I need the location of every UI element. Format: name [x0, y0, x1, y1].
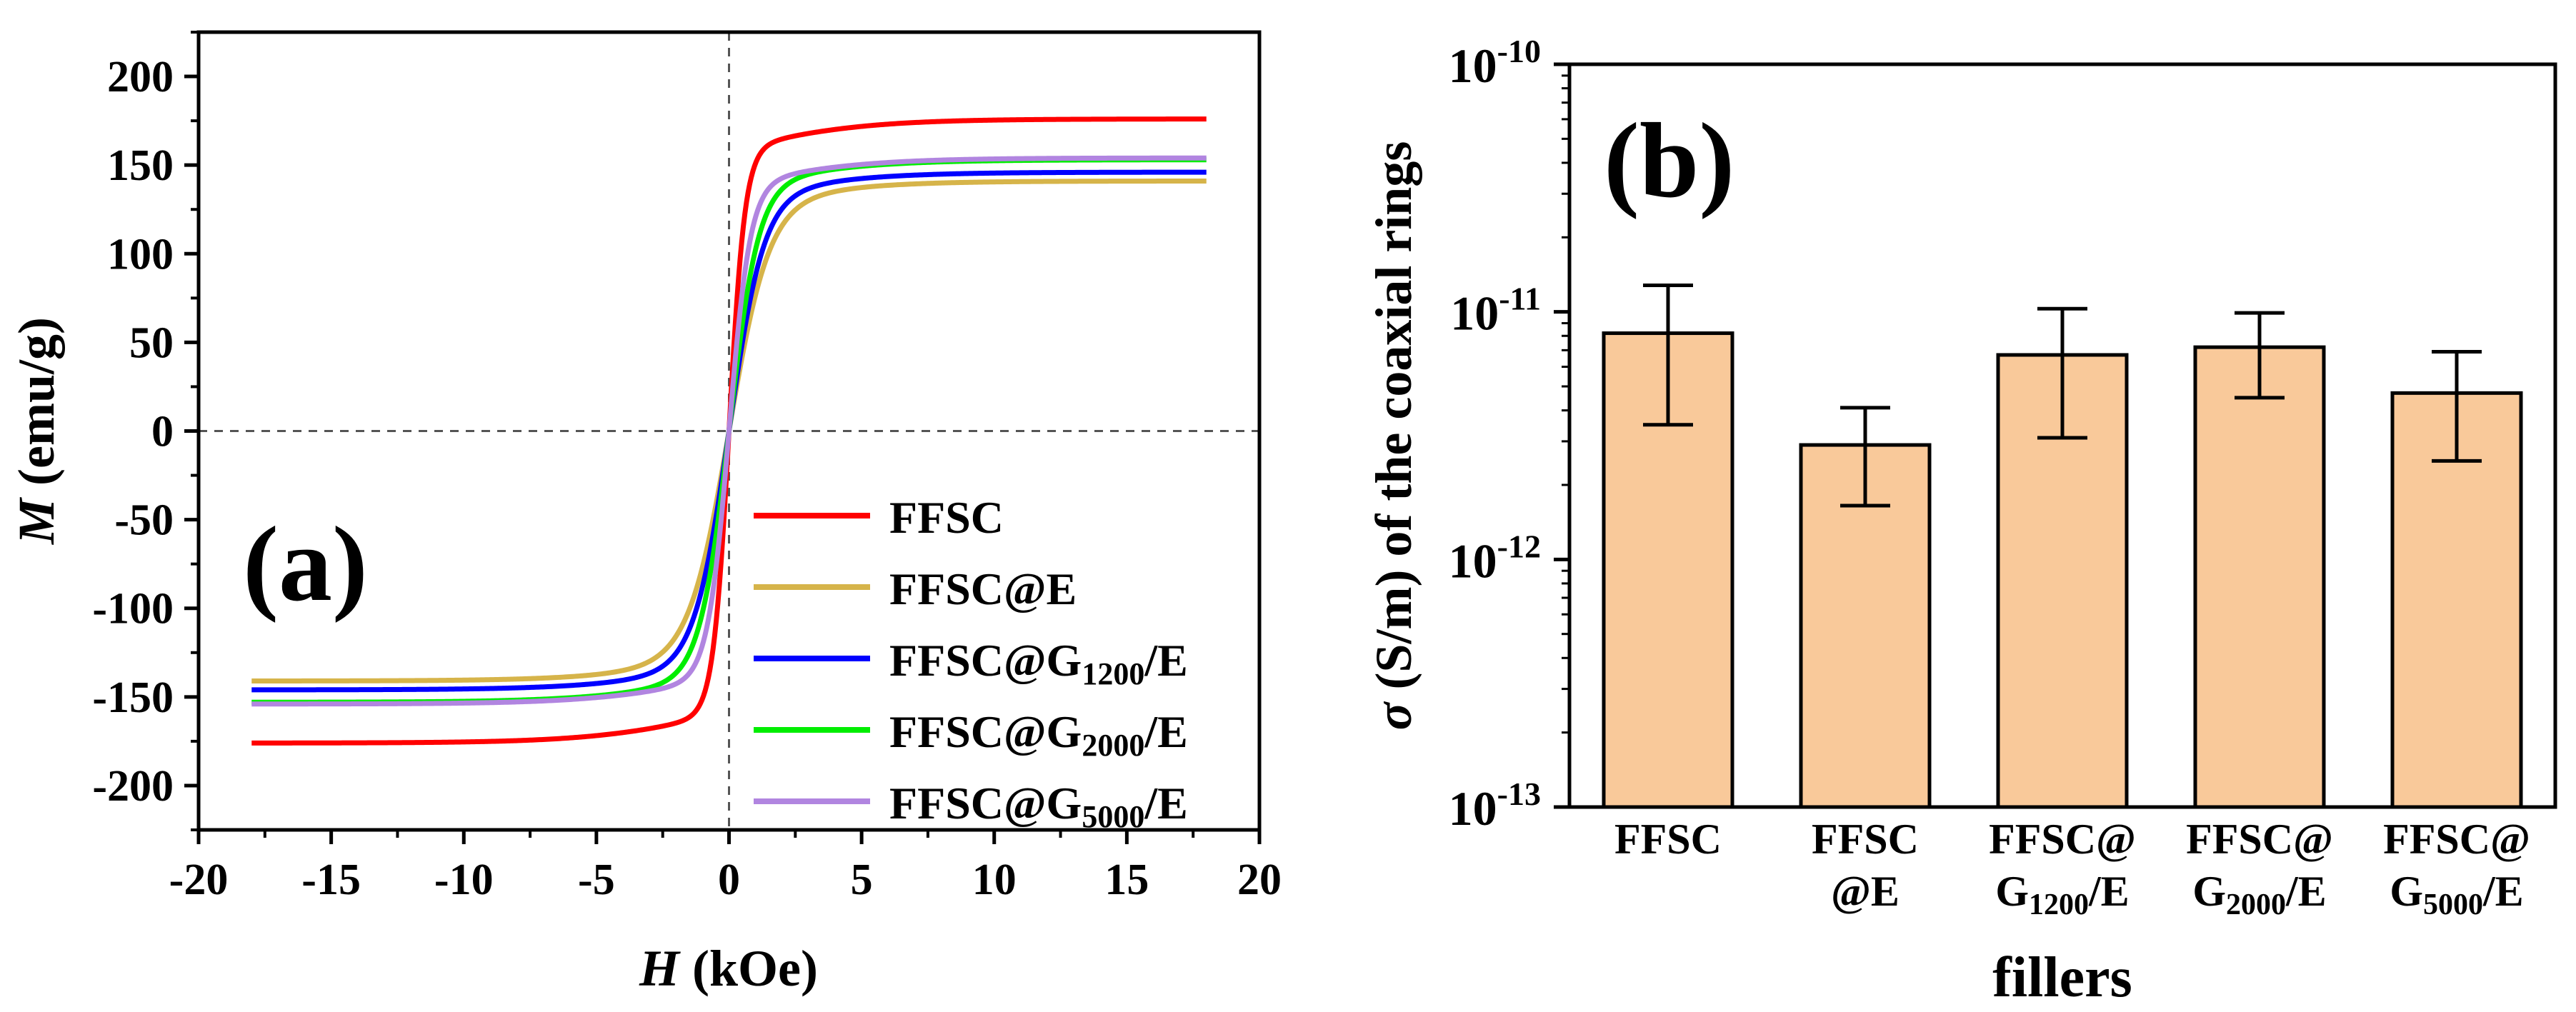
x-axis-label: H (kOe)	[639, 940, 818, 997]
legend-label-3: FFSC@G2000/E	[889, 706, 1188, 763]
y-axis-symbol: M	[8, 496, 65, 545]
magnetization-curves	[251, 116, 1207, 746]
y-tick-label: 150	[107, 141, 174, 190]
y-tick-label: 10-13	[1449, 776, 1541, 836]
legend-label-4: FFSC@G5000/E	[889, 778, 1188, 834]
category-label-line2-2: G1200/E	[1995, 868, 2129, 921]
y-axis-ticks: 10-13 10-12 10-11 10-10	[1449, 33, 1569, 836]
category-label-line1-0: FFSC	[1614, 816, 1722, 863]
x-axis-label: fillers	[1992, 946, 2132, 1009]
x-axis-unit: (kOe)	[679, 940, 818, 997]
y-axis-label: σ (S/m) of the coaxial rings	[1365, 141, 1422, 731]
y-tick-label: -100	[92, 585, 174, 633]
y-axis-label: M (emu/g)	[8, 317, 65, 545]
y-tick-label: 50	[129, 319, 174, 367]
category-label-line2-1: @E	[1831, 868, 1899, 915]
legend-label-1: FFSC@E	[889, 563, 1077, 614]
y-tick-label: -50	[114, 496, 174, 545]
panel-b-conductivity-chart: 10-13 10-12 10-11 10-10 FFSC FFSC @E FFSC@ G120…	[1365, 33, 2557, 1009]
x-tick-label: -15	[301, 856, 361, 904]
x-tick-label: 20	[1237, 856, 1282, 904]
y-tick-label: 200	[107, 53, 174, 101]
x-axis-tick-labels: FFSC FFSC @E FFSC@ G1200/E FFSC@ G2000/E FFSC@ G…	[1614, 816, 2530, 921]
category-label-line2-3: G2000/E	[2192, 868, 2326, 921]
y-tick-label: 0	[151, 408, 174, 456]
y-tick-label: -200	[92, 762, 174, 811]
x-axis-symbol: H	[639, 940, 681, 997]
x-tick-label: -5	[578, 856, 615, 904]
y-tick-label: 10-10	[1449, 33, 1541, 93]
x-tick-label: 0	[718, 856, 740, 904]
panel-label-b: (b)	[1604, 101, 1734, 220]
y-tick-label: 10-12	[1449, 528, 1541, 588]
x-tick-label: 15	[1104, 856, 1149, 904]
panel-label-a: (a)	[243, 505, 368, 623]
legend-label-2: FFSC@G1200/E	[889, 635, 1188, 691]
x-tick-label: -10	[434, 856, 494, 904]
series-line-4	[251, 155, 1207, 707]
plot-frame	[1567, 62, 2557, 809]
bar-3	[2193, 345, 2326, 809]
panel-a-magnetization-chart: -20 -15 -10 -5 0 5 10 15 20 -200-150-100-5005010…	[8, 30, 1282, 997]
legend-label-0: FFSC	[889, 492, 1004, 543]
category-label-line1-4: FFSC@	[2383, 816, 2530, 863]
y-axis-unit: (emu/g)	[8, 317, 65, 499]
bars	[1602, 284, 2523, 809]
category-label-line1-3: FFSC@	[2186, 816, 2333, 863]
x-axis-ticks: -20 -15 -10 -5 0 5 10 15 20	[169, 830, 1282, 904]
x-tick-label: 5	[851, 856, 873, 904]
category-label-line1-1: FFSC	[1812, 816, 1919, 863]
y-axis-unit: (S/m) of the coaxial rings	[1365, 141, 1422, 703]
y-axis-ticks: -200 -150 -100 -50 0 50 100 150 200	[92, 31, 199, 831]
legend: FFSC FFSC@E FFSC@G1200/E FFSC@G2000/E FFSC@G…	[754, 492, 1188, 834]
category-label-line1-2: FFSC@	[1989, 816, 2136, 863]
y-tick-label: 10-11	[1450, 281, 1541, 341]
x-tick-label: -20	[169, 856, 229, 904]
category-label-line2-4: G5000/E	[2390, 868, 2523, 921]
y-tick-label: -150	[92, 673, 174, 722]
y-tick-label: 100	[107, 230, 174, 279]
y-axis-symbol: σ	[1365, 701, 1422, 730]
x-tick-label: 10	[972, 856, 1017, 904]
